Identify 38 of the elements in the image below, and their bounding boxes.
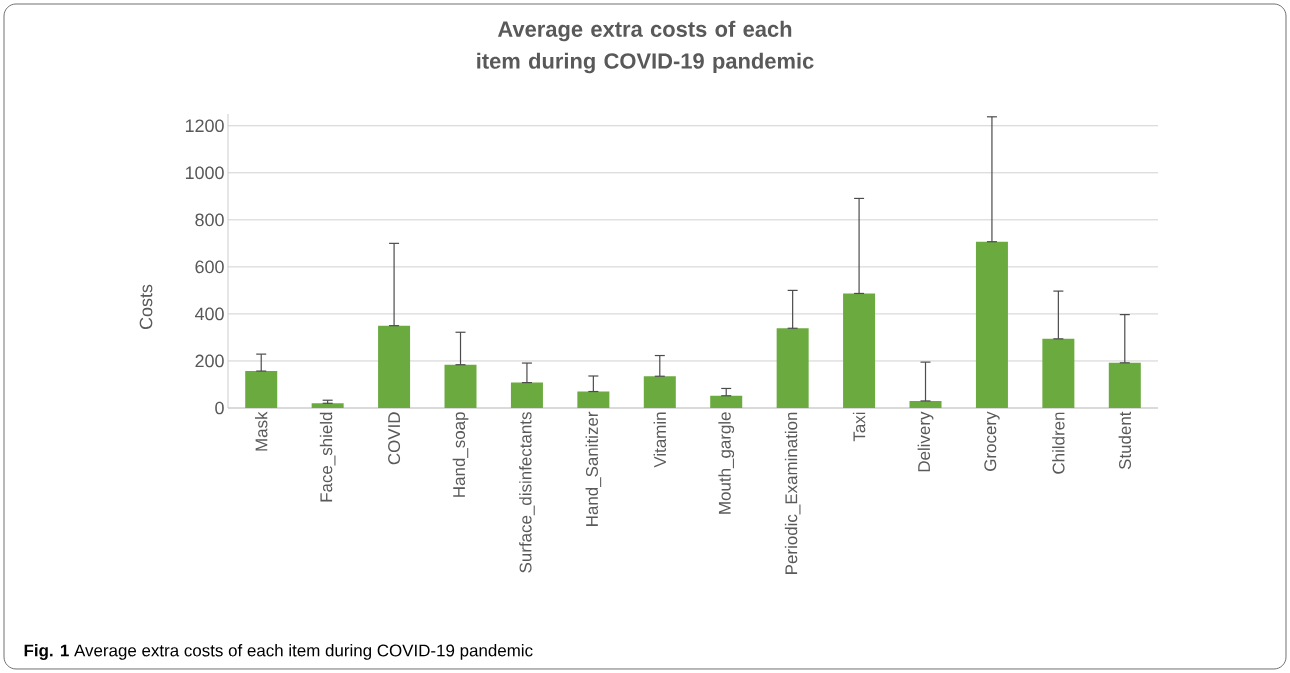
x-tick-label: Taxi [852,412,866,442]
bar [710,395,743,408]
bar [1042,338,1075,408]
x-tick-label: COVID [388,412,401,465]
x-tick-label: Hand_Sanitizer [585,411,602,526]
bar [776,328,809,408]
bar [909,400,942,408]
x-tick-label: Student [1118,411,1132,470]
bar [444,364,477,408]
x-tick-label: Grocery [984,411,1000,471]
bar [245,371,278,408]
y-tick-label: 200 [195,354,224,368]
chart-title: Average extra costs of each item during COVID-19 pandemic [477,20,814,74]
bar [643,376,676,408]
x-tick-label: Face_shield [319,412,336,502]
y-tick-label: 400 [194,307,224,321]
bar [577,391,610,408]
x-tick-label: Surface_disinfectants [519,412,535,573]
x-tick-label: Children [1052,412,1065,474]
y-tick-label: 600 [195,260,224,274]
x-tick-label: Delivery [917,411,934,472]
bar [510,382,543,408]
x-tick-label: Vitamin [653,412,667,468]
y-tick-label: 800 [195,213,224,227]
x-tick-label: Mouth_gargle [718,412,735,514]
y-axis-title: Costs [139,284,153,329]
x-tick-label: Hand_soap [452,412,469,497]
bar [378,325,411,408]
y-tick-label: 1000 [185,166,224,180]
y-tick-label: 1200 [185,119,224,133]
x-tick-label: Mask [255,411,268,451]
bar [311,403,344,408]
text: Fig. 1 Average extra costs of each item during COVID-19 pandemic [24,644,533,660]
bar [1108,362,1141,408]
bar [975,241,1008,408]
y-tick-label: 0 [215,401,224,415]
x-tick-label: Periodic_Examination [784,412,801,574]
bar [843,293,876,408]
